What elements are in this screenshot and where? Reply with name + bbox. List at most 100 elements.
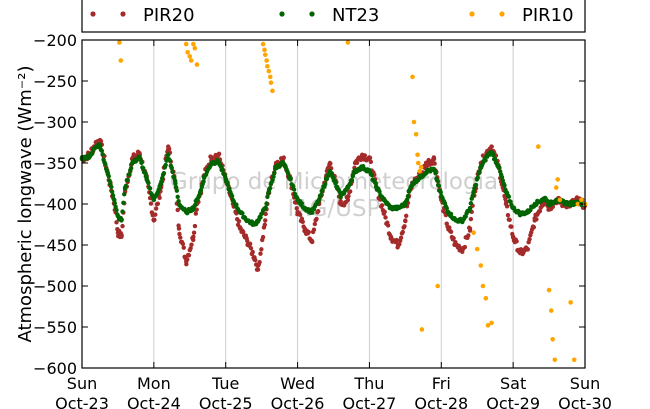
data-point [431,167,437,172]
data-point [468,201,474,206]
data-point [438,190,443,195]
data-point [147,186,153,191]
data-point [394,237,399,243]
data-point [237,226,243,231]
data-point [532,201,537,207]
data-point [230,197,236,203]
y-tick-label: −300 [33,113,77,132]
data-point [415,160,421,166]
data-point [161,171,167,176]
data-point [548,308,554,313]
data-point [262,222,268,227]
data-point [535,144,541,149]
data-point [477,169,482,174]
data-point [97,137,103,143]
data-point [413,132,419,137]
data-point [266,68,272,74]
data-point [314,216,319,222]
data-point [258,251,263,256]
data-point [568,201,573,207]
data-point [225,182,230,187]
data-point [141,165,146,171]
data-point [436,183,442,189]
legend-label: PIR10 [522,5,574,26]
y-tick-label: −600 [33,359,77,378]
data-point [446,210,451,215]
data-point [146,180,151,186]
data-point [388,205,394,211]
data-point [552,357,558,363]
legend-label: NT23 [332,5,379,26]
data-point [327,160,333,166]
data-point [114,207,119,213]
data-point [183,259,189,264]
data-point [167,158,173,163]
series-nt23 [79,142,588,228]
data-point [294,206,299,211]
data-point [117,40,122,45]
data-point [424,160,430,166]
data-point [237,210,243,215]
data-point [151,197,157,203]
data-point [252,222,257,227]
data-point [201,179,206,184]
data-point [557,197,563,203]
data-point [191,237,196,243]
data-point [109,189,115,194]
data-point [144,177,149,182]
data-point [223,177,228,182]
data-point [502,183,507,188]
data-point [527,237,532,242]
data-point [183,41,189,47]
data-point [485,152,491,157]
data-point [510,234,516,239]
x-axis: SunOct-23MonOct-24TueOct-25WedOct-26ThuO… [55,40,612,409]
data-point [478,263,484,268]
data-point [579,197,584,203]
data-point [153,212,158,217]
data-point [151,218,157,223]
data-point [250,249,255,255]
data-point [189,242,194,247]
data-point [194,197,200,203]
data-point [177,231,182,237]
data-point [554,197,559,203]
data-point [451,236,456,241]
data-point [352,169,358,174]
data-point [316,197,322,203]
data-point [435,178,440,183]
x-tick-label-date: Oct-23 [55,394,109,409]
data-point [173,181,178,186]
data-point [473,182,479,188]
data-point [338,193,343,198]
data-point [263,211,268,217]
data-point [139,160,144,166]
data-point [112,200,117,206]
data-points [79,40,588,363]
data-point [404,213,409,219]
data-point [299,201,305,206]
data-point [352,160,358,166]
data-point [188,245,193,251]
data-point [431,156,437,162]
data-point [157,195,162,200]
data-point [103,161,108,167]
data-point [406,189,412,194]
y-tick-label: −550 [33,318,77,337]
data-point [191,234,196,239]
data-point [411,119,417,125]
data-point [398,235,404,240]
data-point [400,229,405,235]
data-point [191,230,197,235]
x-tick-label-day: Tue [211,374,239,393]
x-tick-label-day: Sat [500,374,526,393]
data-point [480,283,486,289]
data-point [86,154,92,159]
y-axis-label: Atmospheric longwave (Wm⁻²) [15,65,36,342]
data-point [176,201,182,207]
data-point [324,177,329,182]
data-point [537,208,543,214]
data-point [194,62,200,67]
data-point [360,152,365,157]
data-point [155,201,161,206]
